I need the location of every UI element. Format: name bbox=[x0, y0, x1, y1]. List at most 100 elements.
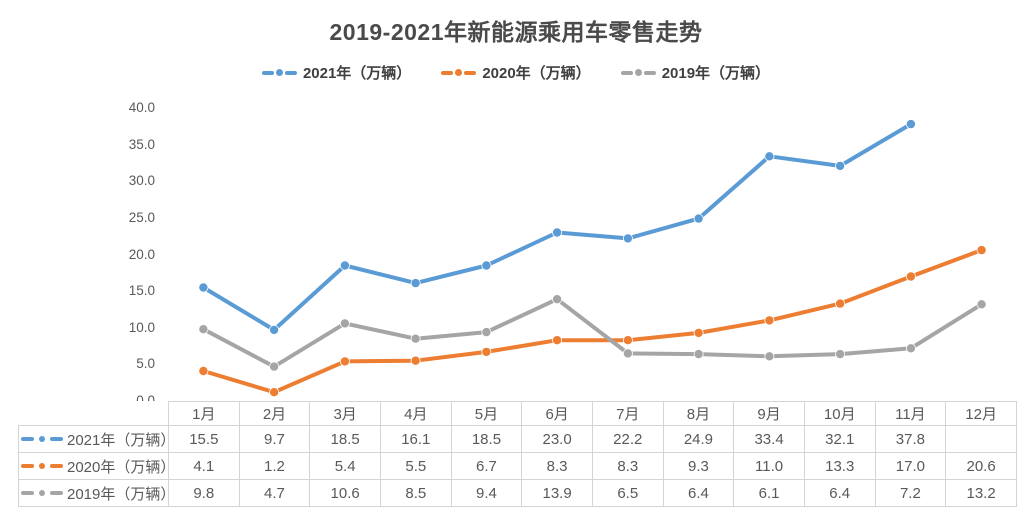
table-row-0: 2021年（万辆） 15.5 9.7 18.5 16.1 18.5 23.0 22.2 24.9… bbox=[18, 425, 1017, 453]
value-cell: 15.5 bbox=[168, 425, 240, 453]
data-point bbox=[339, 260, 350, 271]
data-point bbox=[269, 324, 280, 335]
x-axis-label: 10月 bbox=[803, 401, 876, 426]
legend-key-bar bbox=[643, 70, 656, 75]
value-cell: 4.1 bbox=[168, 452, 240, 480]
data-point bbox=[552, 294, 563, 305]
series-key-bar bbox=[21, 491, 34, 495]
data-point bbox=[481, 260, 492, 271]
value-cell: 6.4 bbox=[662, 479, 735, 507]
value-cell bbox=[945, 425, 1017, 453]
x-axis-label: 9月 bbox=[733, 401, 805, 426]
series-name-label: 2021年（万辆） bbox=[67, 431, 169, 449]
y-axis-label: 35.0 bbox=[128, 136, 155, 152]
legend-label: 2020年（万辆） bbox=[482, 65, 591, 82]
plot-area bbox=[198, 119, 987, 398]
value-cell: 24.9 bbox=[662, 425, 735, 453]
x-axis-label: 12月 bbox=[945, 401, 1017, 426]
value-cell: 9.4 bbox=[450, 479, 523, 507]
legend-key-dot bbox=[275, 69, 283, 76]
legend-item-2: 2019年（万辆） bbox=[620, 62, 770, 83]
x-axis-label: 3月 bbox=[309, 401, 381, 426]
table-header-row: 1月 2月 3月 4月 5月 6月 7月 8月 9月 10月 11月 12月 bbox=[19, 401, 1017, 426]
data-point bbox=[269, 387, 280, 398]
value-cell: 18.5 bbox=[450, 425, 523, 453]
x-axis-label: 7月 bbox=[591, 401, 664, 426]
chart-title: 2019-2021年新能源乘用车零售走势 bbox=[329, 19, 703, 45]
series-name-label: 2019年（万辆） bbox=[67, 485, 169, 503]
data-point bbox=[552, 227, 563, 238]
data-point bbox=[481, 346, 492, 357]
value-cell: 17.0 bbox=[874, 452, 947, 480]
series-key-dot bbox=[39, 490, 45, 496]
value-cell: 6.1 bbox=[733, 479, 805, 507]
series-key-bar bbox=[21, 464, 34, 468]
data-point bbox=[622, 335, 633, 346]
value-cell: 4.7 bbox=[238, 479, 311, 507]
data-point bbox=[410, 333, 421, 344]
value-cell: 13.9 bbox=[521, 479, 593, 507]
value-cell: 22.2 bbox=[591, 425, 664, 453]
legend-key-dot bbox=[634, 69, 642, 76]
value-cell: 8.5 bbox=[379, 479, 452, 507]
data-point bbox=[976, 299, 987, 310]
data-point bbox=[622, 348, 633, 359]
data-point bbox=[339, 356, 350, 367]
y-axis-label: 15.0 bbox=[128, 283, 155, 299]
data-point bbox=[905, 271, 916, 282]
data-point bbox=[693, 327, 704, 338]
data-point bbox=[764, 315, 775, 326]
series-name-cell: 2021年（万辆） bbox=[18, 425, 169, 453]
legend-key-icon bbox=[620, 69, 656, 76]
value-cell: 6.7 bbox=[450, 452, 523, 480]
data-point bbox=[410, 355, 421, 366]
series-key-dot bbox=[39, 463, 45, 469]
value-cell: 6.4 bbox=[803, 479, 876, 507]
series-name-cell: 2020年（万辆） bbox=[18, 452, 169, 480]
legend-key-icon bbox=[261, 69, 297, 76]
value-cell: 5.5 bbox=[379, 452, 452, 480]
data-point bbox=[835, 298, 846, 309]
value-cell: 10.6 bbox=[309, 479, 381, 507]
x-axis-label: 8月 bbox=[662, 401, 735, 426]
value-cell: 20.6 bbox=[945, 452, 1017, 480]
x-axis-label: 2月 bbox=[238, 401, 311, 426]
data-point bbox=[835, 349, 846, 360]
value-cell: 9.7 bbox=[238, 425, 311, 453]
data-point bbox=[481, 327, 492, 338]
data-point bbox=[339, 318, 350, 329]
data-point bbox=[269, 361, 280, 372]
series-line-2 bbox=[201, 297, 984, 369]
value-cell: 11.0 bbox=[733, 452, 805, 480]
legend-item-1: 2020年（万辆） bbox=[441, 62, 591, 83]
legend-item-0: 2021年（万辆） bbox=[261, 62, 412, 83]
value-cell: 16.1 bbox=[379, 425, 452, 453]
series-key-bar bbox=[21, 437, 34, 441]
data-point bbox=[622, 233, 633, 244]
value-cell: 9.8 bbox=[168, 479, 240, 507]
value-cell: 7.2 bbox=[874, 479, 947, 507]
value-cell: 32.1 bbox=[803, 425, 876, 453]
value-cell: 9.3 bbox=[662, 452, 735, 480]
data-point bbox=[905, 343, 916, 354]
value-cell: 13.3 bbox=[803, 452, 876, 480]
series-name-cell: 2019年（万辆） bbox=[18, 479, 169, 507]
y-axis-label: 5.0 bbox=[136, 356, 155, 372]
y-axis-label: 25.0 bbox=[128, 209, 155, 225]
series-line-1 bbox=[201, 248, 984, 395]
table-row-1: 2020年（万辆） 4.1 1.2 5.4 5.5 6.7 8.3 8.3 9.3 11.0 13.… bbox=[18, 452, 1017, 480]
data-point bbox=[198, 365, 209, 376]
value-cell: 33.4 bbox=[733, 425, 805, 453]
y-axis-label: 10.0 bbox=[128, 319, 155, 335]
data-point bbox=[905, 119, 916, 130]
series-key-bar bbox=[50, 464, 63, 468]
value-cell: 23.0 bbox=[521, 425, 593, 453]
series-key-bar bbox=[50, 491, 63, 495]
data-point bbox=[693, 349, 704, 360]
data-point bbox=[198, 282, 209, 293]
legend-label: 2021年（万辆） bbox=[302, 65, 412, 82]
legend-key-bar bbox=[441, 70, 454, 75]
value-cell: 6.5 bbox=[591, 479, 664, 507]
y-axis-label: 30.0 bbox=[128, 173, 155, 189]
